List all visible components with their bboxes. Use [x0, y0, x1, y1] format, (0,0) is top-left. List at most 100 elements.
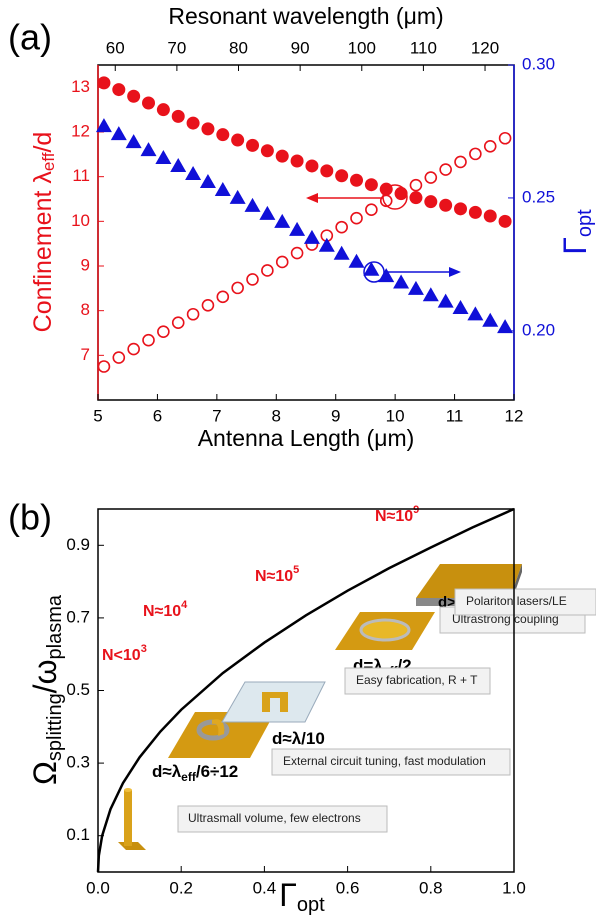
data-point — [378, 268, 394, 282]
data-point — [201, 122, 214, 135]
population-label-sup: 5 — [293, 564, 299, 576]
arrow-head — [306, 193, 318, 203]
x-tick-label: 7 — [212, 406, 221, 425]
data-point — [350, 174, 363, 187]
data-point — [336, 222, 347, 233]
data-point — [259, 206, 275, 220]
x-tick-label: 8 — [272, 406, 281, 425]
size-label: d≈λeff/6÷12 — [152, 762, 238, 784]
x-tick-label: 5 — [93, 406, 102, 425]
data-point — [440, 164, 451, 175]
y-tick-label: 11 — [72, 166, 90, 185]
size-label-part: d≈λ/10 — [272, 729, 325, 748]
data-point — [335, 169, 348, 182]
data-point — [453, 300, 469, 314]
data-point — [232, 282, 243, 293]
data-point — [438, 294, 454, 308]
x-tick-label: 6 — [153, 406, 162, 425]
x-tick-label: 9 — [331, 406, 340, 425]
data-point — [423, 287, 439, 301]
data-point — [215, 182, 231, 196]
y-axis-title-sub: eff — [39, 152, 58, 171]
data-point — [499, 215, 512, 228]
data-point — [246, 139, 259, 152]
population-label-part: N≈10 — [375, 508, 413, 525]
icon-disc — [361, 620, 409, 640]
x2-tick-label: 100 — [348, 38, 376, 57]
y-tick-label: 0.1 — [66, 825, 90, 844]
y-tick-label: 7 — [81, 345, 90, 364]
y2-axis-title-sub: opt — [574, 209, 596, 237]
y-tick-label: 12 — [71, 121, 90, 140]
x-axis-title: Γopt — [279, 877, 325, 916]
data-point — [424, 195, 437, 208]
data-point — [349, 254, 365, 268]
data-point — [245, 198, 261, 212]
x2-tick-label: 90 — [291, 38, 310, 57]
data-point — [380, 183, 393, 196]
data-point — [185, 166, 201, 180]
data-point — [289, 222, 305, 236]
data-point — [126, 134, 142, 148]
data-point — [262, 265, 273, 276]
data-point — [97, 76, 110, 89]
data-point — [363, 262, 379, 276]
page: {"chart_data": [ {"type": "scatter", "pa… — [0, 0, 596, 916]
x2-tick-label: 70 — [167, 38, 186, 57]
y-axis-title: Ωsplitting/ωplasma — [27, 594, 66, 785]
x-tick-label: 12 — [505, 406, 524, 425]
x-tick-label: 0.0 — [86, 878, 110, 897]
data-point — [158, 326, 169, 337]
x-tick-label: 11 — [446, 406, 464, 425]
y-axis-title: Confinement λeff/d — [29, 132, 59, 333]
y-axis-title-part: Ω — [27, 761, 63, 785]
arrow-head — [449, 267, 461, 277]
y-axis-title-part: /d — [29, 132, 57, 153]
population-label: N≈104 — [143, 599, 188, 620]
data-point — [173, 317, 184, 328]
population-label-sup: 3 — [141, 643, 147, 655]
data-point — [231, 134, 244, 147]
x-tick-label: 1.0 — [502, 878, 526, 897]
y-tick-label: 0.9 — [66, 535, 90, 554]
data-point — [497, 319, 513, 333]
data-point — [393, 274, 409, 288]
data-point — [334, 246, 350, 260]
x-tick-label: 0.2 — [169, 878, 193, 897]
data-point — [500, 133, 511, 144]
data-point — [351, 213, 362, 224]
data-point — [276, 150, 289, 163]
population-label: N<103 — [102, 643, 147, 664]
data-point — [425, 172, 436, 183]
data-point — [112, 83, 125, 96]
data-point — [157, 103, 170, 116]
panel-label: (a) — [8, 17, 52, 58]
data-point — [467, 306, 483, 320]
data-point — [217, 291, 228, 302]
y2-tick-label: 0.25 — [522, 187, 555, 206]
data-point — [172, 110, 185, 123]
data-point — [469, 206, 482, 219]
panel-label: (b) — [8, 497, 52, 538]
data-point — [111, 126, 127, 140]
data-point — [304, 230, 320, 244]
y-tick-label: 0.3 — [66, 753, 90, 772]
y-axis-title-sub: plasma — [44, 594, 66, 659]
data-point — [98, 361, 109, 372]
data-point — [113, 352, 124, 363]
data-point — [409, 191, 422, 204]
x-axis-title: Antenna Length (μm) — [198, 425, 415, 451]
y-tick-label: 10 — [71, 211, 90, 230]
feature-text: Easy fabrication, R + T — [356, 673, 478, 687]
y-tick-label: 8 — [81, 300, 90, 319]
icon-pillar-top — [124, 788, 132, 792]
data-point — [365, 178, 378, 191]
y-tick-label: 0.5 — [66, 680, 90, 699]
data-point — [319, 238, 335, 252]
feature-text: External circuit tuning, fast modulation — [283, 754, 486, 768]
data-point — [277, 256, 288, 267]
y-tick-label: 0.7 — [66, 607, 90, 626]
y-tick-label: 13 — [71, 77, 90, 96]
y2-axis-title-part: Γ — [557, 237, 593, 255]
data-point — [470, 148, 481, 159]
